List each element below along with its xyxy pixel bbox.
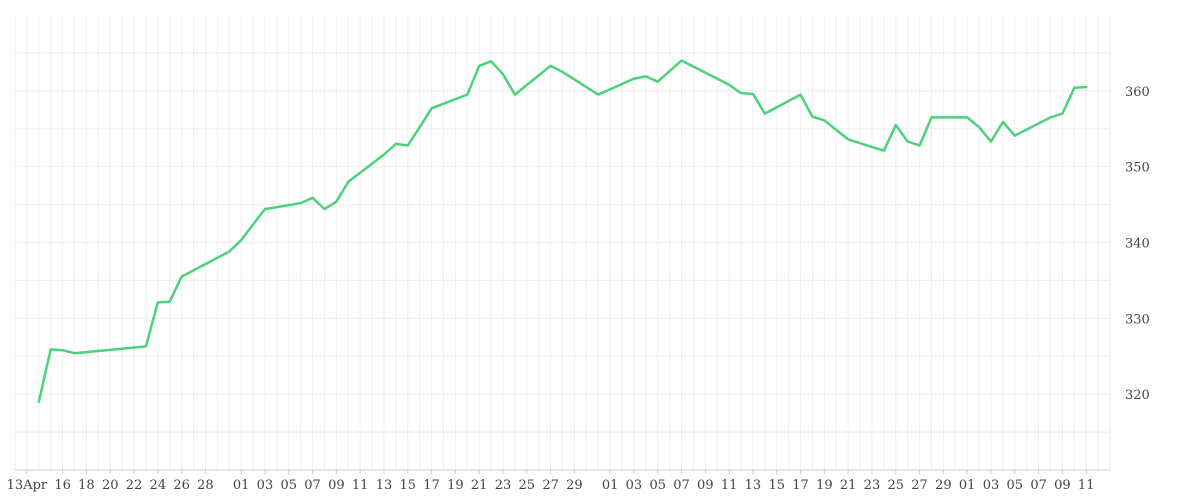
x-tick-label: 05 (1007, 478, 1024, 493)
x-tick-label: 05 (280, 478, 297, 493)
x-tick-label: 01 (602, 478, 619, 493)
x-tick-label: 25 (887, 478, 904, 493)
y-tick-label: 330 (1125, 312, 1150, 327)
x-tick-label: 13 (376, 478, 393, 493)
x-tick-label: 17 (792, 478, 809, 493)
x-tick-label: 15 (768, 478, 785, 493)
x-tick-label: 25 (519, 478, 536, 493)
x-tick-label: 20 (102, 478, 119, 493)
x-tick-label: 22 (126, 478, 143, 493)
x-tick-label: 13Apr (7, 478, 48, 493)
x-tick-label: 03 (257, 478, 274, 493)
x-tick-label: 17 (423, 478, 440, 493)
x-tick-label: 03 (983, 478, 1000, 493)
x-tick-label: 18 (78, 478, 95, 493)
x-tick-label: 09 (1054, 478, 1071, 493)
x-tick-label: 16 (54, 478, 71, 493)
y-tick-label: 360 (1125, 85, 1150, 100)
x-tick-label: 13 (745, 478, 762, 493)
x-tick-label: 26 (173, 478, 190, 493)
x-tick-label: 27 (911, 478, 928, 493)
y-tick-label: 320 (1125, 388, 1150, 403)
x-tick-label: 11 (721, 478, 738, 493)
x-tick-label: 09 (697, 478, 714, 493)
y-tick-label: 340 (1125, 237, 1150, 252)
x-tick-label: 21 (471, 478, 488, 493)
y-axis-ticks: 320 330 340 350 360 (1125, 85, 1150, 403)
x-tick-label: 11 (1078, 478, 1095, 493)
x-tick-label: 07 (1030, 478, 1047, 493)
x-axis-ticks: 13Apr 16 18 20 22 24 26 28 01 03 05 07 09 11 13 15 17 19 2… (7, 470, 1095, 493)
x-tick-label: 15 (399, 478, 416, 493)
x-tick-label: 19 (447, 478, 464, 493)
x-tick-label: 11 (352, 478, 369, 493)
x-tick-label: 28 (197, 478, 214, 493)
x-tick-label: 01 (233, 478, 250, 493)
x-tick-label: 23 (495, 478, 512, 493)
x-tick-label: 07 (673, 478, 690, 493)
x-tick-label: 24 (150, 478, 167, 493)
x-tick-label: 09 (328, 478, 345, 493)
x-tick-label: 29 (935, 478, 952, 493)
x-tick-label: 29 (566, 478, 583, 493)
x-tick-label: 21 (840, 478, 857, 493)
x-tick-label: 01 (959, 478, 976, 493)
x-tick-label: 07 (304, 478, 321, 493)
x-tick-label: 05 (649, 478, 666, 493)
y-tick-label: 350 (1125, 161, 1150, 176)
x-tick-label: 19 (816, 478, 833, 493)
x-tick-label: 23 (864, 478, 881, 493)
series-line (37, 59, 1088, 404)
chart-grid (14, 15, 1111, 470)
x-tick-label: 03 (626, 478, 643, 493)
x-tick-label: 27 (542, 478, 559, 493)
